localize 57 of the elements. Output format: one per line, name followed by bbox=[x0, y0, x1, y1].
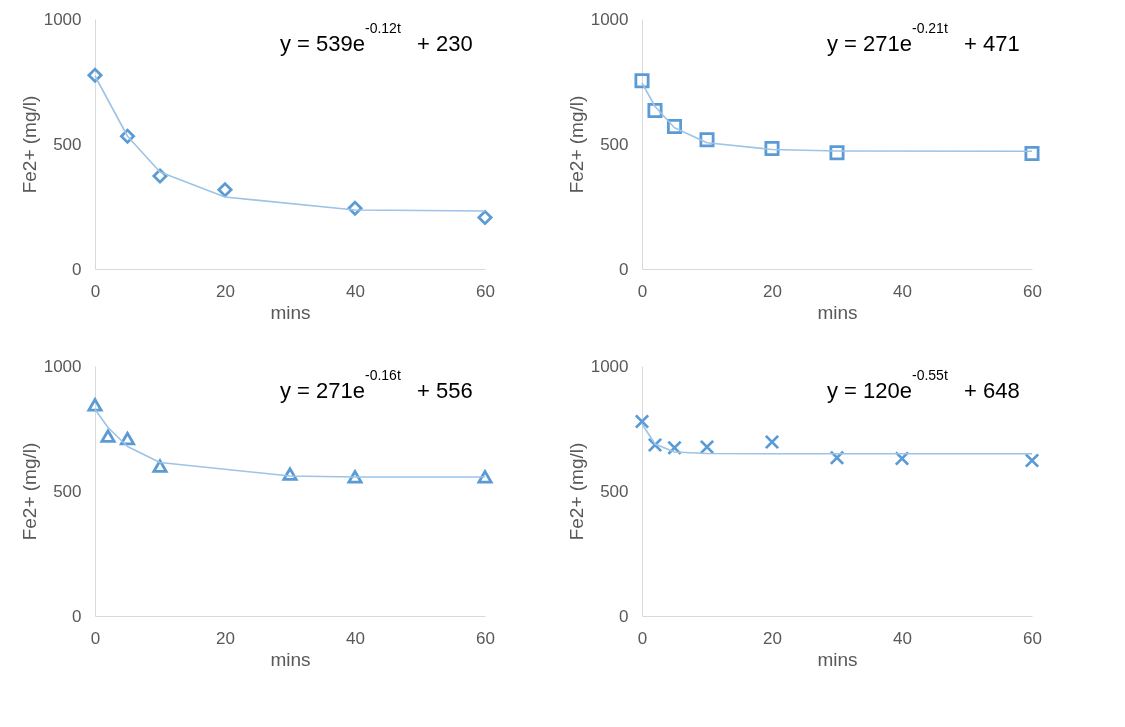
point bbox=[87, 398, 103, 412]
x-tick-label: 40 bbox=[893, 628, 912, 648]
x-tick-label: 0 bbox=[637, 628, 648, 648]
x-axis-title: mins bbox=[270, 301, 311, 323]
x-tick-label: 60 bbox=[476, 281, 495, 301]
x-tick-label: 20 bbox=[763, 281, 782, 301]
point bbox=[894, 450, 910, 467]
y-axis-title: Fe2+ (mg/l) bbox=[18, 442, 40, 541]
point bbox=[282, 467, 298, 481]
point bbox=[87, 67, 103, 83]
y-tick-label: 0 bbox=[72, 606, 82, 626]
point bbox=[477, 470, 493, 484]
y-tick-label: 1000 bbox=[590, 356, 629, 376]
y-axis-title: Fe2+ (mg/l) bbox=[565, 442, 587, 541]
y-tick-label: 0 bbox=[619, 606, 629, 626]
point bbox=[217, 182, 233, 198]
y-tick-label: 0 bbox=[72, 259, 82, 279]
x-tick-label: 20 bbox=[216, 628, 235, 648]
y-axis-title: Fe2+ (mg/l) bbox=[565, 95, 587, 194]
line-series bbox=[641, 423, 1033, 455]
y-tick-label: 500 bbox=[600, 134, 629, 154]
x-tick-label: 60 bbox=[1023, 628, 1042, 648]
x-tick-label: 20 bbox=[763, 628, 782, 648]
point bbox=[647, 102, 663, 119]
x-axis-title: mins bbox=[817, 301, 858, 323]
point bbox=[634, 413, 650, 430]
x-tick-label: 0 bbox=[90, 281, 101, 301]
y-tick-label: 1000 bbox=[590, 9, 629, 29]
point bbox=[699, 132, 715, 148]
x-tick-label: 0 bbox=[90, 628, 101, 648]
point bbox=[634, 73, 650, 89]
x-tick-label: 60 bbox=[1023, 281, 1042, 301]
point bbox=[1024, 452, 1040, 469]
y-tick-label: 0 bbox=[619, 259, 629, 279]
point bbox=[666, 440, 683, 456]
point bbox=[477, 209, 493, 226]
x-tick-label: 60 bbox=[476, 628, 495, 648]
x-axis-title: mins bbox=[817, 648, 858, 670]
x-axis-title: mins bbox=[270, 648, 311, 670]
x-tick-label: 0 bbox=[637, 281, 648, 301]
point bbox=[764, 434, 780, 450]
point bbox=[100, 429, 116, 443]
x-tick-label: 40 bbox=[893, 281, 912, 301]
point bbox=[1024, 145, 1040, 162]
x-tick-label: 40 bbox=[346, 628, 365, 648]
point bbox=[647, 437, 663, 453]
point bbox=[119, 128, 136, 144]
y-tick-label: 500 bbox=[53, 481, 82, 501]
y-tick-label: 500 bbox=[600, 481, 629, 501]
y-axis-title: Fe2+ (mg/l) bbox=[18, 95, 40, 194]
point bbox=[666, 118, 683, 135]
point bbox=[764, 140, 780, 157]
x-tick-label: 40 bbox=[346, 281, 365, 301]
y-tick-label: 500 bbox=[53, 134, 82, 154]
y-tick-label: 1000 bbox=[43, 356, 82, 376]
y-tick-label: 1000 bbox=[43, 9, 82, 29]
x-tick-label: 20 bbox=[216, 281, 235, 301]
